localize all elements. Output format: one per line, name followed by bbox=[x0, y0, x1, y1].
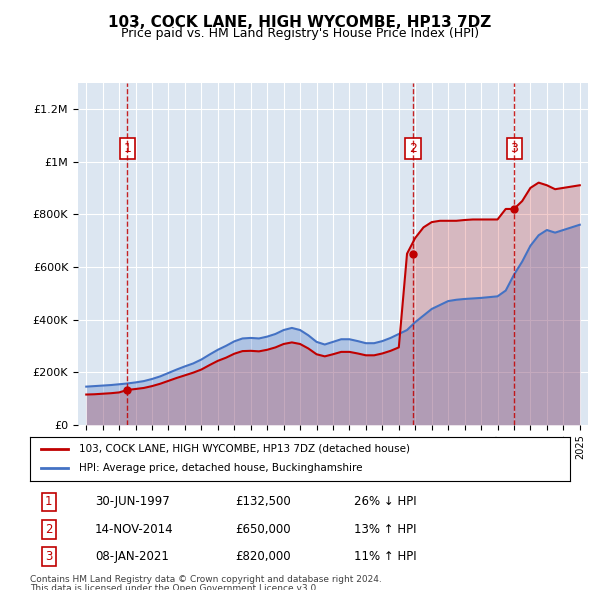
Text: 2: 2 bbox=[45, 523, 53, 536]
Text: 3: 3 bbox=[45, 550, 53, 563]
Text: 13% ↑ HPI: 13% ↑ HPI bbox=[354, 523, 416, 536]
Text: 1: 1 bbox=[45, 496, 53, 509]
Text: 08-JAN-2021: 08-JAN-2021 bbox=[95, 550, 169, 563]
Text: Price paid vs. HM Land Registry's House Price Index (HPI): Price paid vs. HM Land Registry's House … bbox=[121, 27, 479, 40]
Text: HPI: Average price, detached house, Buckinghamshire: HPI: Average price, detached house, Buck… bbox=[79, 464, 362, 473]
Text: This data is licensed under the Open Government Licence v3.0.: This data is licensed under the Open Gov… bbox=[30, 584, 319, 590]
Text: Contains HM Land Registry data © Crown copyright and database right 2024.: Contains HM Land Registry data © Crown c… bbox=[30, 575, 382, 584]
Text: 11% ↑ HPI: 11% ↑ HPI bbox=[354, 550, 416, 563]
Text: 26% ↓ HPI: 26% ↓ HPI bbox=[354, 496, 416, 509]
Text: £650,000: £650,000 bbox=[235, 523, 291, 536]
Text: 14-NOV-2014: 14-NOV-2014 bbox=[95, 523, 173, 536]
Text: £820,000: £820,000 bbox=[235, 550, 291, 563]
Text: 30-JUN-1997: 30-JUN-1997 bbox=[95, 496, 170, 509]
Text: 2: 2 bbox=[409, 142, 417, 155]
Text: 103, COCK LANE, HIGH WYCOMBE, HP13 7DZ: 103, COCK LANE, HIGH WYCOMBE, HP13 7DZ bbox=[109, 15, 491, 30]
Text: £132,500: £132,500 bbox=[235, 496, 291, 509]
Text: 103, COCK LANE, HIGH WYCOMBE, HP13 7DZ (detached house): 103, COCK LANE, HIGH WYCOMBE, HP13 7DZ (… bbox=[79, 444, 410, 454]
Text: 3: 3 bbox=[511, 142, 518, 155]
Text: 1: 1 bbox=[124, 142, 131, 155]
